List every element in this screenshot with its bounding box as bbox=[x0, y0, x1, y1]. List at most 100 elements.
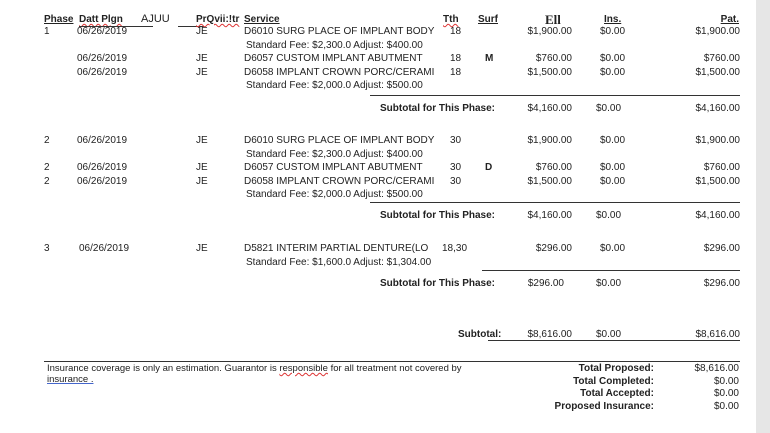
header-surf: Surf bbox=[478, 14, 498, 25]
row-fee-note: Standard Fee: $2,300.0 Adjust: $400.00 bbox=[246, 39, 423, 51]
row-tooth: 18 bbox=[450, 53, 462, 64]
phase-subtotal-fee: $4,160.00 bbox=[527, 103, 573, 114]
row-provider: JE bbox=[196, 53, 208, 64]
divider bbox=[370, 202, 740, 203]
header-date: Datt Plgn bbox=[79, 14, 123, 25]
row-patient: $296.00 bbox=[703, 243, 740, 254]
row-fee: $296.00 bbox=[535, 243, 572, 254]
grand-subtotal-ins: $0.00 bbox=[596, 329, 622, 340]
disclaimer-underlined-word: insurance . bbox=[47, 374, 94, 385]
total-label: Proposed Insurance: bbox=[554, 400, 654, 412]
phase-subtotal-fee: $4,160.00 bbox=[527, 210, 573, 221]
grand-subtotal-label: Subtotal: bbox=[458, 329, 502, 340]
row-date: 06/26/2019 bbox=[77, 175, 128, 187]
disclaimer-text: Insurance coverage is only an estimation… bbox=[47, 363, 280, 374]
header-service: Service bbox=[244, 14, 280, 25]
disclaimer-misspelled-word: responsible bbox=[279, 363, 328, 374]
phase-subtotal-pat: $296.00 bbox=[703, 278, 740, 289]
row-service: D6058 IMPLANT CROWN PORC/CERAMI bbox=[244, 175, 435, 187]
row-fee-note: Standard Fee: $2,000.0 Adjust: $500.00 bbox=[246, 189, 423, 200]
row-provider: JE bbox=[196, 243, 208, 254]
row-tooth: 30 bbox=[450, 162, 462, 173]
row-provider: JE bbox=[196, 175, 208, 187]
total-value: $0.00 bbox=[713, 388, 739, 399]
row-service: D6010 SURG PLACE OF IMPLANT BODY bbox=[244, 26, 435, 37]
row-service: D6058 IMPLANT CROWN PORC/CERAMI bbox=[244, 66, 435, 78]
row-fee: $760.00 bbox=[535, 162, 572, 173]
header-pat: Pat. bbox=[720, 14, 739, 25]
phase-subtotal-label: Subtotal for This Phase: bbox=[380, 278, 496, 289]
header-provider-underline bbox=[178, 26, 204, 27]
row-insurance: $0.00 bbox=[600, 175, 626, 187]
phase-subtotal-ins: $0.00 bbox=[596, 103, 622, 114]
row-date: 06/26/2019 bbox=[77, 26, 128, 37]
row-insurance: $0.00 bbox=[600, 26, 626, 37]
row-insurance: $0.00 bbox=[600, 53, 626, 64]
phase-subtotal-ins: $0.00 bbox=[596, 278, 622, 289]
row-phase: 1 bbox=[44, 26, 50, 37]
row-insurance: $0.00 bbox=[600, 66, 626, 78]
row-date: 06/26/2019 bbox=[77, 162, 128, 173]
divider bbox=[488, 340, 740, 341]
phase-subtotal-label: Subtotal for This Phase: bbox=[380, 103, 496, 114]
row-provider: JE bbox=[196, 162, 208, 173]
total-value: $0.00 bbox=[713, 375, 739, 387]
row-tooth: 18 bbox=[450, 26, 462, 37]
row-date: 06/26/2019 bbox=[77, 66, 128, 78]
disclaimer-text: for all treatment not covered by bbox=[327, 363, 462, 374]
header-date-underline bbox=[79, 26, 153, 27]
row-date: 06/26/2019 bbox=[79, 243, 130, 254]
row-fee-note: Standard Fee: $2,300.0 Adjust: $400.00 bbox=[246, 148, 423, 160]
total-label: Total Completed: bbox=[573, 375, 654, 387]
scrollbar[interactable] bbox=[756, 0, 770, 433]
grand-subtotal-pat: $8,616.00 bbox=[695, 329, 741, 340]
row-phase: 2 bbox=[44, 162, 50, 173]
row-tooth: 18,30 bbox=[442, 243, 468, 254]
row-tooth: 30 bbox=[450, 135, 462, 146]
row-fee-note: Standard Fee: $1,600.0 Adjust: $1,304.00 bbox=[246, 256, 432, 268]
phase-subtotal-label: Subtotal for This Phase: bbox=[380, 210, 496, 221]
phase-subtotal-fee: $296.00 bbox=[527, 278, 564, 289]
divider bbox=[44, 361, 740, 362]
header-provider: PrQvii:!tr bbox=[196, 14, 240, 25]
row-fee-note: Standard Fee: $2,000.0 Adjust: $500.00 bbox=[246, 80, 423, 91]
phase-subtotal-pat: $4,160.00 bbox=[695, 210, 741, 221]
row-service: D5821 INTERIM PARTIAL DENTURE(LO bbox=[244, 243, 429, 254]
row-provider: JE bbox=[196, 135, 208, 146]
row-service: D6010 SURG PLACE OF IMPLANT BODY bbox=[244, 135, 435, 146]
grand-subtotal-fee: $8,616.00 bbox=[527, 329, 573, 340]
row-date: 06/26/2019 bbox=[77, 53, 128, 64]
phase-subtotal-ins: $0.00 bbox=[596, 210, 622, 221]
row-fee: $1,500.00 bbox=[527, 175, 573, 187]
row-service: D6057 CUSTOM IMPLANT ABUTMENT bbox=[244, 53, 423, 64]
row-patient: $1,900.00 bbox=[695, 26, 741, 37]
row-surface: D bbox=[485, 162, 493, 173]
row-insurance: $0.00 bbox=[600, 135, 626, 146]
row-patient: $1,500.00 bbox=[695, 175, 741, 187]
disclaimer: Insurance coverage is only an estimation… bbox=[47, 363, 462, 385]
row-phase: 2 bbox=[44, 175, 50, 187]
row-insurance: $0.00 bbox=[600, 162, 626, 173]
divider bbox=[482, 270, 740, 271]
header-tth: Tth bbox=[443, 14, 459, 25]
row-tooth: 30 bbox=[450, 175, 462, 187]
phase-subtotal-pat: $4,160.00 bbox=[695, 103, 741, 114]
row-patient: $1,500.00 bbox=[695, 66, 741, 78]
row-phase: 2 bbox=[44, 135, 50, 146]
total-value: $8,616.00 bbox=[694, 363, 740, 374]
header-fee: Ell bbox=[545, 12, 561, 27]
row-fee: $1,500.00 bbox=[527, 66, 573, 78]
row-patient: $760.00 bbox=[703, 162, 740, 173]
total-value: $0.00 bbox=[713, 400, 739, 412]
total-label: Total Accepted: bbox=[580, 388, 654, 399]
header-ins: Ins. bbox=[604, 14, 622, 25]
row-tooth: 18 bbox=[450, 66, 462, 78]
row-provider: JE bbox=[196, 26, 208, 37]
row-phase: 3 bbox=[44, 243, 50, 254]
row-patient: $760.00 bbox=[703, 53, 740, 64]
header-extra: AJUU bbox=[141, 13, 170, 25]
row-surface: M bbox=[485, 53, 494, 64]
row-patient: $1,900.00 bbox=[695, 135, 741, 146]
header-phase: Phase bbox=[44, 14, 74, 25]
row-service: D6057 CUSTOM IMPLANT ABUTMENT bbox=[244, 162, 423, 173]
